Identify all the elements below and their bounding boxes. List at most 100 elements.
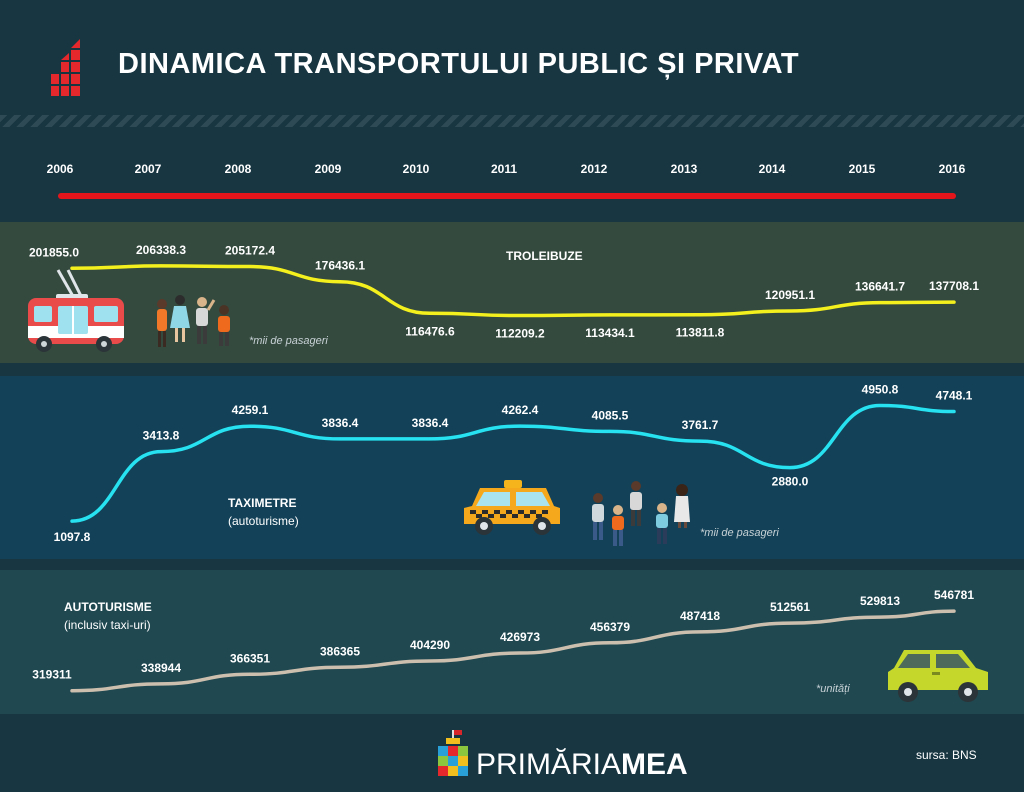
taximetre-series-name: TAXIMETRE	[228, 496, 297, 510]
autoturisme-panel	[0, 570, 1024, 714]
troleibuze-point-2012	[608, 313, 612, 317]
autoturisme-point-2007	[159, 682, 163, 686]
troleibuze-line	[70, 264, 956, 318]
autoturisme-point-2010	[428, 659, 432, 663]
taximetre-point-2010	[428, 437, 432, 441]
troleibuze-value-label-2006: 201855.0	[29, 245, 79, 259]
taximetre-value-label-2006: 1097.8	[54, 530, 91, 544]
troleibuze-value-label-2014: 120951.1	[765, 288, 815, 302]
taximetre-value-label-2012: 4085.5	[592, 408, 629, 422]
autoturisme-point-2016	[952, 609, 956, 613]
source-note: sursa: BNS	[916, 748, 977, 762]
passengers-icon	[592, 481, 690, 546]
taximetre-value-label-2014: 2880.0	[772, 475, 809, 489]
autoturisme-point-2011	[518, 651, 522, 655]
autoturisme-value-label-2012: 456379	[590, 620, 630, 634]
year-label-2011: 2011	[490, 162, 518, 176]
troleibuze-value-label-2009: 176436.1	[315, 259, 365, 273]
bar-chart-logo-icon	[51, 39, 80, 96]
taximetre-point-2013	[698, 439, 702, 443]
autoturisme-value-label-2015: 529813	[860, 594, 900, 608]
autoturisme-value-label-2014: 512561	[770, 600, 810, 614]
autoturisme-value-label-2007: 338944	[141, 661, 181, 675]
year-label-2015: 2015	[848, 162, 876, 176]
autoturisme-point-2006	[70, 689, 74, 693]
brand-bold: MEA	[621, 748, 688, 781]
taximetre-point-2006	[70, 519, 74, 523]
troleibuze-value-label-2011: 112209.2	[495, 327, 545, 341]
taximetre-point-2008	[248, 424, 252, 428]
taximetre-point-2009	[338, 437, 342, 441]
taximetre-point-2007	[159, 450, 163, 454]
autoturisme-value-label-2011: 426973	[500, 630, 540, 644]
autoturisme-value-label-2009: 386365	[320, 644, 360, 658]
troleibuze-point-2015	[878, 301, 882, 305]
troleibuze-point-2016	[952, 300, 956, 304]
taximetre-point-2015	[878, 403, 882, 407]
autoturisme-point-2012	[608, 641, 612, 645]
taximetre-point-2014	[788, 466, 792, 470]
taximetre-point-2011	[518, 424, 522, 428]
troleibuze-point-2006	[70, 266, 74, 270]
car-icon	[888, 650, 988, 702]
taximetre-point-2012	[608, 429, 612, 433]
taximetre-point-2016	[952, 410, 956, 414]
troleibuze-value-label-2012: 113434.1	[585, 326, 635, 340]
troleibuze-value-label-2016: 137708.1	[929, 279, 979, 293]
autoturisme-unit-note: *unități	[816, 683, 850, 695]
brand-light: PRIMĂRIA	[476, 748, 622, 781]
troleibuze-point-2010	[428, 311, 432, 315]
taximetre-value-label-2015: 4950.8	[862, 382, 899, 396]
troleibuze-point-2007	[159, 264, 163, 268]
autoturisme-point-2015	[878, 615, 882, 619]
taximetre-value-label-2016: 4748.1	[936, 389, 973, 403]
header-divider	[0, 115, 1024, 127]
autoturisme-series-name: AUTOTURISME	[64, 600, 152, 614]
year-label-2009: 2009	[314, 162, 342, 176]
page-title: DINAMICA TRANSPORTULUI PUBLIC ȘI PRIVAT	[118, 48, 800, 80]
autoturisme-point-2008	[248, 672, 252, 676]
troleibuze-series-name: TROLEIBUZE	[506, 249, 583, 263]
taximetre-value-label-2009: 3836.4	[322, 416, 359, 430]
taximetre-unit-note: *mii de pasageri	[700, 527, 779, 539]
year-label-2016: 2016	[938, 162, 966, 176]
taximetre-value-label-2011: 4262.4	[502, 403, 539, 417]
taximetre-subtitle: (autoturisme)	[228, 514, 299, 528]
troleibuze-value-label-2007: 206338.3	[136, 243, 186, 257]
troleibuze-value-label-2013: 113811.8	[676, 326, 725, 340]
trolleybus-icon	[28, 269, 124, 352]
troleibuze-value-label-2010: 116476.6	[405, 324, 455, 338]
autoturisme-value-label-2016: 546781	[934, 588, 974, 602]
year-label-2013: 2013	[670, 162, 698, 176]
autoturisme-value-label-2006: 319311	[32, 668, 72, 682]
timeline-bar	[58, 193, 956, 199]
troleibuze-point-2013	[698, 313, 702, 317]
troleibuze-panel	[0, 222, 1024, 363]
city-logo-icon	[438, 730, 468, 776]
troleibuze-point-2008	[248, 265, 252, 269]
troleibuze-value-label-2015: 136641.7	[855, 280, 905, 294]
taximetre-value-label-2010: 3836.4	[412, 416, 449, 430]
troleibuze-point-2011	[518, 314, 522, 318]
troleibuze-value-label-2008: 205172.4	[225, 244, 275, 258]
autoturisme-line	[70, 609, 956, 693]
autoturisme-point-2009	[338, 665, 342, 669]
taximetre-panel	[0, 376, 1024, 559]
autoturisme-subtitle: (inclusiv taxi-uri)	[64, 618, 151, 632]
troleibuze-unit-note: *mii de pasageri	[249, 335, 328, 347]
autoturisme-value-label-2013: 487418	[680, 609, 720, 623]
year-label-2008: 2008	[224, 162, 252, 176]
year-label-2012: 2012	[580, 162, 608, 176]
autoturisme-value-label-2008: 366351	[230, 651, 270, 665]
passengers-icon	[157, 295, 230, 347]
taxi-icon	[464, 480, 560, 535]
year-label-2006: 2006	[46, 162, 74, 176]
year-label-2007: 2007	[134, 162, 162, 176]
year-label-2010: 2010	[402, 162, 430, 176]
taximetre-value-label-2007: 3413.8	[143, 429, 180, 443]
troleibuze-point-2009	[338, 280, 342, 284]
brand-logo: PRIMĂRIAMEA	[476, 748, 688, 782]
taximetre-line	[70, 403, 956, 523]
